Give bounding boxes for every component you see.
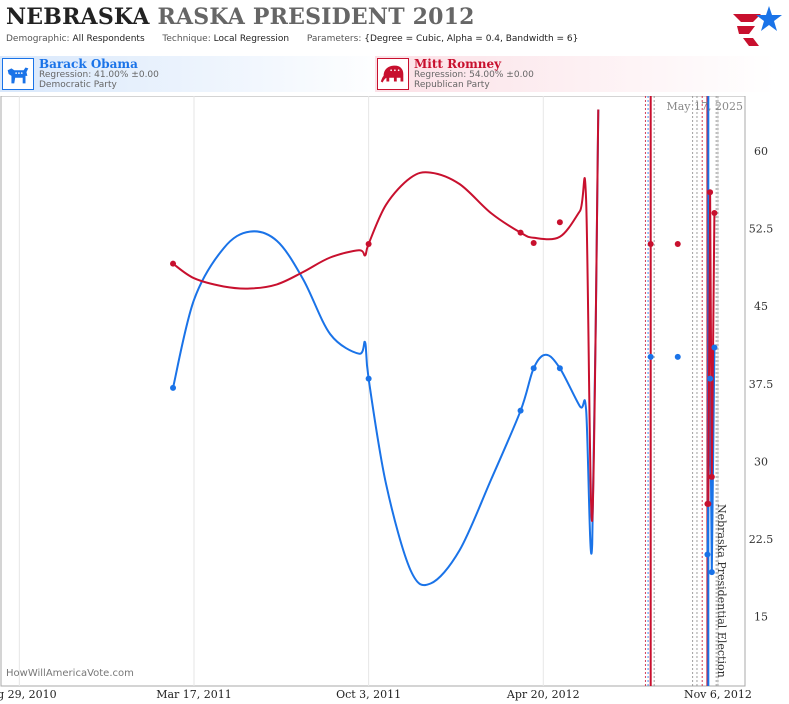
poll-point: [674, 353, 681, 360]
parameters-value: {Degree = Cubic, Alpha = 0.4, Bandwidth …: [364, 34, 579, 44]
y-tick-label: 45: [754, 300, 768, 313]
party-romney: Republican Party: [414, 80, 490, 90]
poll-point: [517, 229, 524, 236]
y-tick-label: 22.5: [749, 533, 774, 546]
party-obama: Democratic Party: [39, 80, 117, 90]
y-tick-label: 52.5: [749, 222, 774, 235]
y-tick-label: 60: [754, 145, 768, 158]
poll-point: [647, 353, 654, 360]
x-tick-label: Nov 6, 2012: [684, 688, 752, 701]
date-label: May 17, 2025: [666, 100, 743, 113]
parameters-line: Demographic: All Respondents Technique: …: [6, 34, 578, 44]
poll-point: [705, 500, 712, 507]
y-tick-label: 15: [754, 611, 768, 624]
poll-point: [556, 219, 563, 226]
poll-chart: Aug 29, 2010 Mar 17, 2011 Oct 3, 2011 Apr 2…: [0, 96, 774, 701]
x-tick-label: Apr 20, 2012: [506, 688, 580, 701]
technique-label: Technique:: [162, 34, 211, 44]
poll-point: [708, 473, 715, 480]
y-tick-label: 30: [754, 455, 768, 468]
x-tick-label: Mar 17, 2011: [156, 688, 232, 701]
technique-value: Local Regression: [213, 34, 290, 44]
poll-point: [365, 241, 372, 248]
poll-point: [647, 241, 654, 248]
poll-point: [674, 241, 681, 248]
regression-romney: Regression: 54.00% ±0.00: [414, 70, 534, 80]
series-line: [172, 109, 600, 522]
poll-point: [707, 189, 714, 196]
poll-point: [711, 344, 718, 351]
title-rest: RASKA PRESIDENT 2012: [157, 4, 475, 30]
plot-frame: [0, 96, 746, 687]
parameters-label: Parameters:: [306, 34, 362, 44]
page-title: NEBRASKA RASKA PRESIDENT 2012: [6, 4, 475, 30]
demographic-label: Demographic:: [6, 34, 70, 44]
poll-point: [556, 365, 563, 372]
poll-point: [517, 407, 524, 414]
site-logo-icon: [733, 6, 782, 46]
poll-point: [170, 384, 177, 391]
poll-point: [707, 375, 714, 382]
donkey-icon: [2, 58, 34, 90]
demographic-value: All Respondents: [72, 34, 145, 44]
candidate-romney: Mitt Romney Regression: 54.00% ±0.00 Rep…: [375, 56, 775, 92]
regression-obama: Regression: 41.00% ±0.00: [39, 70, 159, 80]
x-tick-label: Aug 29, 2010: [0, 688, 57, 701]
election-label: Nebraska Presidential Election: [715, 504, 728, 678]
poll-point: [170, 260, 177, 267]
poll-point: [530, 365, 537, 372]
series-line: [172, 109, 600, 587]
poll-point: [530, 239, 537, 246]
watermark-text: HowWillAmericaVote.com: [6, 668, 134, 679]
y-tick-label: 37.5: [749, 378, 774, 391]
elephant-icon: [377, 58, 409, 90]
title-state: NEBRASKA: [6, 4, 150, 30]
poll-point: [711, 209, 718, 216]
candidate-obama: Barack Obama Regression: 41.00% ±0.00 De…: [0, 56, 392, 92]
x-tick-label: Oct 3, 2011: [336, 688, 401, 701]
candidate-name-romney: Mitt Romney: [414, 57, 502, 71]
poll-point: [704, 551, 711, 558]
poll-point: [365, 375, 372, 382]
poll-point: [708, 569, 715, 576]
candidate-name-obama: Barack Obama: [39, 57, 138, 71]
